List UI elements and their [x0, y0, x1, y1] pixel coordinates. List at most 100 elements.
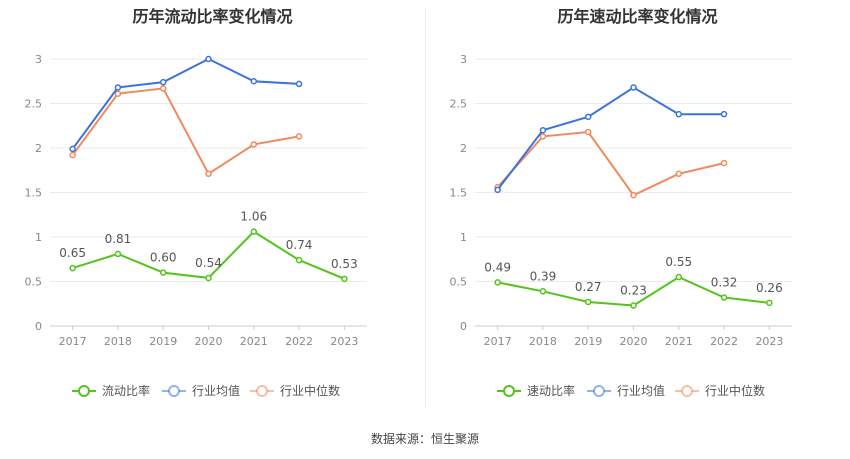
data-label: 1.06	[240, 210, 267, 224]
x-tick-label: 2020	[195, 335, 223, 348]
data-point	[295, 80, 303, 88]
series-line	[71, 87, 300, 176]
y-tick-label: 2.5	[450, 98, 468, 111]
data-point	[69, 151, 76, 159]
data-label: 0.54	[195, 256, 222, 270]
data-point	[584, 298, 592, 306]
data-point	[114, 90, 122, 97]
data-label: 0.23	[620, 284, 647, 298]
data-point	[205, 170, 212, 178]
data-label: 0.27	[575, 280, 602, 294]
data-label: 0.60	[150, 251, 177, 265]
data-label: 0.74	[286, 238, 313, 252]
data-point	[69, 145, 76, 153]
x-tick-label: 2018	[104, 335, 132, 348]
data-point	[720, 159, 728, 167]
y-tick-label: 2	[460, 142, 467, 155]
y-tick-label: 1	[460, 231, 467, 244]
legend-swatch-marker	[78, 385, 90, 397]
legend-swatch-marker	[503, 385, 515, 397]
legend-label: 行业中位数	[280, 383, 340, 398]
series-line	[496, 130, 725, 197]
data-point	[250, 78, 258, 85]
chart-title: 历年速动比率变化情况	[557, 7, 718, 26]
data-point	[720, 294, 728, 301]
data-point	[250, 141, 258, 148]
x-tick-label: 2018	[529, 335, 557, 348]
y-tick-label: 3	[35, 53, 42, 66]
x-tick-label: 2020	[620, 335, 648, 348]
data-point	[159, 78, 167, 86]
legend-label: 流动比率	[102, 383, 150, 398]
data-point	[205, 55, 212, 63]
x-tick-label: 2021	[240, 335, 268, 348]
data-label: 0.49	[484, 260, 511, 274]
data-point	[69, 264, 76, 272]
series-line	[496, 86, 725, 191]
data-point	[584, 128, 592, 136]
y-tick-label: 0	[35, 320, 42, 333]
data-point	[114, 250, 122, 258]
data-label: 0.65	[59, 246, 86, 260]
data-label: 0.26	[756, 281, 783, 295]
data-point	[675, 273, 683, 281]
chart-title: 历年流动比率变化情况	[132, 7, 293, 26]
data-point	[341, 275, 348, 283]
data-point	[114, 84, 122, 91]
data-point	[250, 228, 258, 235]
y-tick-label: 2	[35, 142, 42, 155]
y-tick-label: 0.5	[450, 276, 468, 289]
data-point	[159, 85, 167, 92]
data-point	[584, 113, 592, 121]
data-label: 0.81	[105, 232, 132, 246]
data-point	[295, 256, 303, 264]
data-point	[539, 126, 547, 134]
data-source-note: 数据来源：恒生聚源	[370, 432, 479, 446]
legend-label: 行业中位数	[705, 383, 765, 398]
legend-label: 行业均值	[617, 383, 665, 398]
data-label: 0.32	[711, 276, 738, 290]
legend-label: 行业均值	[192, 383, 240, 398]
data-point	[675, 170, 683, 178]
data-point	[494, 279, 501, 286]
data-label: 0.39	[530, 269, 557, 283]
x-tick-label: 2017	[59, 335, 87, 348]
x-tick-label: 2019	[149, 335, 177, 348]
legend-swatch-marker	[681, 385, 693, 397]
x-tick-label: 2021	[665, 335, 693, 348]
legend-swatch-marker	[168, 385, 180, 397]
x-tick-label: 2019	[574, 335, 602, 348]
quick-ratio-chart-panel: 历年速动比率变化情况 0 0.5 1 1.5 2 2.5 3 2017 2018 2019 2020…	[425, 0, 850, 420]
data-point	[720, 110, 728, 118]
current-ratio-chart-panel: 历年流动比率变化情况 0 0.5 1 1.5 2 2.5 3 2017 2018 2019 2020…	[0, 0, 425, 420]
data-point	[630, 302, 637, 309]
y-tick-label: 2.5	[25, 98, 43, 111]
data-label: 0.55	[665, 255, 692, 269]
x-tick-label: 2022	[285, 335, 313, 348]
data-point	[630, 191, 637, 199]
y-tick-label: 1.5	[25, 187, 43, 200]
data-point	[539, 288, 547, 295]
data-point	[295, 133, 303, 140]
data-point	[675, 110, 683, 118]
x-tick-label: 2023	[330, 335, 358, 348]
legend-swatch-marker	[256, 385, 268, 397]
current-ratio-chart: 0 0.5 1 1.5 2 2.5 3 2017 2018 2019 2020 2021 2022 202…	[25, 53, 367, 398]
series-line	[71, 57, 300, 150]
data-label: 0.53	[331, 257, 358, 271]
x-tick-label: 2023	[755, 335, 783, 348]
y-tick-label: 0	[460, 320, 467, 333]
x-tick-label: 2017	[484, 335, 512, 348]
panel-divider	[425, 8, 426, 408]
legend-label: 速动比率	[527, 383, 575, 398]
y-tick-label: 1	[35, 231, 42, 244]
data-point	[539, 133, 547, 140]
data-point	[205, 274, 212, 282]
data-point	[159, 269, 167, 276]
data-point	[766, 299, 773, 307]
quick-ratio-chart: 0 0.5 1 1.5 2 2.5 3 2017 2018 2019 2020 2021 2022 202…	[450, 53, 792, 398]
data-point	[494, 186, 501, 194]
y-tick-label: 0.5	[25, 276, 43, 289]
data-point	[630, 84, 637, 91]
y-tick-label: 3	[460, 53, 467, 66]
